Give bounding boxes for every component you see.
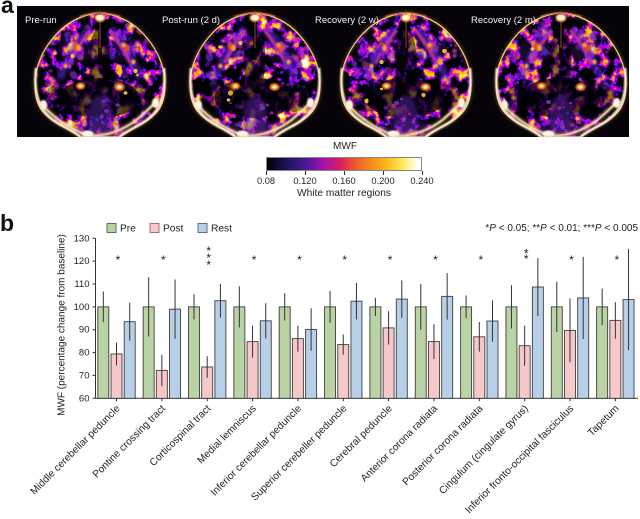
svg-text:*: * <box>206 244 211 258</box>
svg-text:Anterior corona radiata: Anterior corona radiata <box>359 403 440 484</box>
svg-text:*: * <box>206 251 211 265</box>
svg-text:*: * <box>297 253 302 267</box>
svg-text:90: 90 <box>79 325 90 336</box>
svg-text:*: * <box>116 253 121 267</box>
svg-text:*: * <box>524 252 529 266</box>
svg-text:*: * <box>615 253 620 267</box>
svg-text:*: * <box>388 253 393 267</box>
svg-text:120: 120 <box>74 256 90 267</box>
svg-text:*: * <box>569 253 574 267</box>
svg-text:Inferior cerebellar peduncle: Inferior cerebellar peduncle <box>209 403 304 498</box>
svg-text:80: 80 <box>79 348 90 359</box>
svg-text:Superior cerebeller peduncle: Superior cerebeller peduncle <box>249 403 349 503</box>
svg-text:60: 60 <box>79 393 90 404</box>
svg-text:Recovery (2 m): Recovery (2 m) <box>471 15 536 26</box>
svg-text:100: 100 <box>74 302 90 313</box>
svg-text:Posterior corona radiata: Posterior corona radiata <box>401 403 486 488</box>
svg-text:Post: Post <box>163 224 184 235</box>
svg-text:Pre: Pre <box>120 224 136 235</box>
svg-text:MWF (percentage change from ba: MWF (percentage change from baseline) <box>57 234 68 416</box>
svg-text:Tapetum: Tapetum <box>586 403 621 438</box>
svg-text:*: * <box>252 253 257 267</box>
svg-text:*: * <box>161 253 166 267</box>
svg-text:70: 70 <box>79 370 90 381</box>
svg-text:Middle cerebellar peduncle: Middle cerebellar peduncle <box>29 403 123 497</box>
svg-text:Post-run (2 d): Post-run (2 d) <box>162 15 220 26</box>
svg-text:*: * <box>433 253 438 267</box>
svg-text:*: * <box>524 246 529 260</box>
svg-text:*: * <box>478 253 483 267</box>
svg-text:Cingulum (cingulate gyrus): Cingulum (cingulate gyrus) <box>437 403 530 496</box>
svg-text:Rest: Rest <box>211 224 232 235</box>
svg-text:Recovery (2 w): Recovery (2 w) <box>315 15 379 26</box>
svg-text:130: 130 <box>74 233 90 244</box>
svg-text:*P < 0.05; **P < 0.01; ***P <: *P < 0.05; **P < 0.01; ***P < 0.005 <box>485 223 638 234</box>
svg-text:110: 110 <box>74 279 89 290</box>
svg-text:Pre-run: Pre-run <box>25 15 57 26</box>
svg-text:*: * <box>342 253 347 267</box>
svg-text:*: * <box>206 258 211 272</box>
